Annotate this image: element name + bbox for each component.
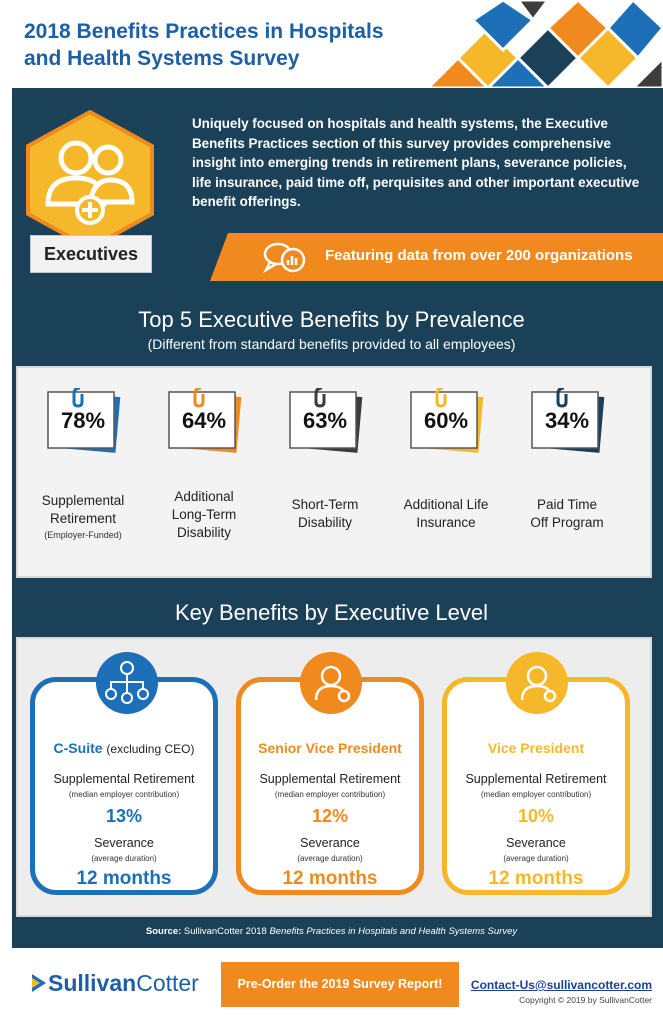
severance-note: (average duration)	[91, 854, 157, 863]
severance-value: 12 months	[488, 868, 584, 889]
severance-note: (average duration)	[297, 854, 363, 863]
title-line-2: and Health Systems Survey	[24, 47, 300, 70]
contact-link[interactable]: Contact-Us@sullivancotter.com	[470, 978, 652, 992]
severance-label: Severance	[506, 836, 566, 850]
title-line-1: 2018 Benefits Practices in Hospitals	[24, 20, 384, 43]
severance-label: Severance	[300, 836, 360, 850]
retirement-note: (median employer contribution)	[274, 790, 386, 799]
benefit-label: Off Program	[530, 515, 604, 530]
benefit-label: Disability	[176, 525, 231, 540]
benefit-label: Additional	[174, 489, 234, 504]
intro-text: Uniquely focused on hospitals and health…	[192, 116, 640, 209]
logo-mark-icon	[32, 974, 46, 992]
retirement-value: 12%	[311, 806, 349, 826]
source-text-a: SullivanCotter 2018	[183, 926, 267, 937]
benefit-label: Paid Time	[536, 497, 598, 512]
pre-order-button[interactable]: Pre-Order the 2019 Survey Report!	[221, 962, 459, 1007]
benefit-percentage: 60%	[423, 408, 469, 433]
card-level: C-Suite (excluding CEO)	[35, 740, 213, 756]
source-line: Source: SullivanCotter 2018 Benefits Pra…	[0, 926, 663, 937]
decorative-pattern	[425, 0, 663, 88]
severance-value: 12 months	[282, 868, 378, 889]
org-chart-icon	[96, 652, 158, 714]
logo-text-a: Sullivan	[48, 970, 137, 996]
users-icon	[45, 140, 135, 207]
executives-badge	[26, 110, 154, 250]
severance-value: 12 months	[76, 868, 172, 889]
page-title: 2018 Benefits Practices in Hospitals and…	[24, 18, 424, 72]
logo-text-b: Cotter	[136, 970, 199, 996]
benefit-label: Retirement	[49, 511, 117, 526]
top5-title: Top 5 Executive Benefits by Prevalence	[138, 307, 525, 332]
benefit-stat: 63% Short-Term Disability	[266, 388, 384, 568]
source-label: Source:	[145, 926, 182, 937]
benefit-stat: 60% Additional Life Insurance	[387, 388, 505, 568]
benefit-percentage: 63%	[302, 408, 348, 433]
benefit-percentage: 64%	[181, 408, 227, 433]
key-benefits-title: Key Benefits by Executive Level	[174, 600, 489, 625]
card-level: Vice President	[487, 740, 585, 756]
retirement-value: 13%	[105, 806, 143, 826]
benefit-label: Insurance	[416, 515, 476, 530]
severance-note: (average duration)	[503, 854, 569, 863]
banner-text: Featuring data from over 200 organizatio…	[325, 247, 633, 264]
executives-label: Executives	[30, 235, 152, 273]
card-level-note: (excluding CEO)	[106, 742, 195, 756]
severance-label: Severance	[94, 836, 154, 850]
clipboard-icon: 34%	[528, 388, 606, 453]
clipboard-icon: 78%	[44, 388, 122, 453]
source-text-b: Benefits Practices in Hospitals and Heal…	[269, 926, 518, 937]
benefit-percentage: 78%	[60, 408, 106, 433]
card-level-name: C-Suite	[53, 740, 103, 756]
retirement-label: Supplemental Retirement	[259, 772, 401, 786]
benefit-stat: 78% Supplemental Retirement (Employer-Funde…	[24, 388, 142, 568]
retirement-value: 10%	[517, 806, 555, 826]
benefit-label: Supplemental	[41, 493, 125, 508]
clipboard-icon: 63%	[286, 388, 364, 453]
benefit-note: (Employer-Funded)	[44, 530, 122, 540]
benefit-label: Disability	[297, 515, 352, 530]
retirement-label: Supplemental Retirement	[465, 772, 607, 786]
benefit-label: Long-Term	[171, 507, 237, 522]
sullivancotter-logo[interactable]: SullivanCotter	[30, 970, 199, 997]
retirement-note: (median employer contribution)	[480, 790, 592, 799]
benefit-label: Additional Life	[403, 497, 489, 512]
retirement-label: Supplemental Retirement	[53, 772, 195, 786]
woman-icon	[300, 652, 362, 714]
card-level: Senior Vice President	[258, 740, 402, 756]
benefit-stat: 64% Additional Long-Term Disability	[145, 388, 263, 568]
copyright: Copyright © 2019 by SullivanCotter	[519, 995, 652, 1005]
clipboard-icon: 64%	[165, 388, 243, 453]
clipboard-icon: 60%	[407, 388, 485, 453]
benefit-stat: 34% Paid Time Off Program	[508, 388, 626, 568]
benefit-percentage: 34%	[544, 408, 590, 433]
chat-chart-icon	[262, 242, 306, 274]
man-icon	[506, 652, 568, 714]
top5-subtitle: (Different from standard benefits provid…	[147, 336, 516, 352]
retirement-note: (median employer contribution)	[68, 790, 180, 799]
benefit-label: Short-Term	[291, 497, 359, 512]
